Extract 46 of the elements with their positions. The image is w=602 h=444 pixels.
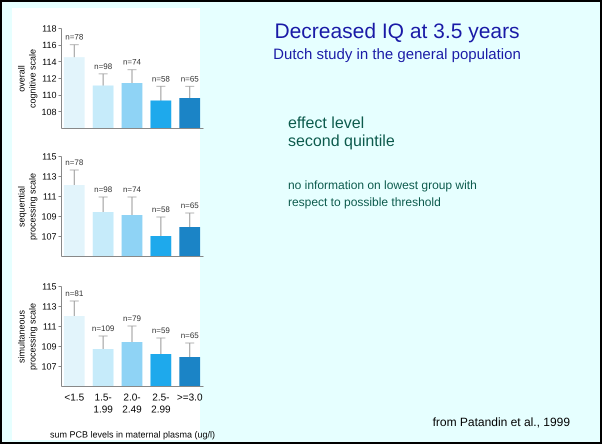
y-tick-label: 107 xyxy=(41,232,56,242)
annotation: n=58 xyxy=(152,74,170,84)
text: no information on lowest group with respect to possible threshold xyxy=(288,177,478,211)
annotation: n=81 xyxy=(65,289,84,298)
y-tick-label: 118 xyxy=(42,24,56,34)
y-tick-label: 109 xyxy=(41,212,56,222)
y-tick-label: 112 xyxy=(42,74,56,84)
annotation: n=78 xyxy=(65,158,84,167)
y-tick-label: 107 xyxy=(41,362,56,372)
annotation: n=109 xyxy=(92,324,115,333)
y-axis-title: sequential processing scale xyxy=(16,172,38,240)
y-axis-title: simultaneous processing scale xyxy=(16,302,38,370)
y-tick-label: 113 xyxy=(42,172,56,182)
y-tick-label: 114 xyxy=(42,56,56,67)
text: second quintile xyxy=(288,133,396,151)
y-tick-label: 111 xyxy=(42,322,56,332)
y-tick-label: 113 xyxy=(42,302,56,312)
annotation: n=98 xyxy=(94,185,113,194)
annotation: n=74 xyxy=(122,185,142,194)
x-tick-label: 2.5-2.99 xyxy=(151,392,172,416)
y-tick-label: 111 xyxy=(42,192,56,202)
x-tick-label: 2.0-2.49 xyxy=(122,392,142,416)
annotation: n=74 xyxy=(122,58,142,67)
x-tick-label: 1.5-1.99 xyxy=(93,392,114,416)
annotation: n=65 xyxy=(180,331,200,340)
y-tick-label: 116 xyxy=(42,40,56,50)
y-tick-label: 115 xyxy=(42,282,56,292)
x-tick-label: <1.5 xyxy=(64,392,85,404)
y-tick-label: 115 xyxy=(42,152,56,162)
text: Decreased IQ at 3.5 years xyxy=(273,20,521,44)
x-tick-label: >=3.0 xyxy=(176,392,203,404)
text: effect level xyxy=(288,115,366,133)
y-tick-label: 108 xyxy=(41,106,56,117)
y-tick-label: 109 xyxy=(41,342,56,352)
annotation: n=59 xyxy=(152,326,170,335)
annotation: n=78 xyxy=(65,32,84,42)
y-axis-title: overall cognitive scale xyxy=(16,48,38,108)
x-axis-title: sum PCB levels in maternal plasma (ug/l) xyxy=(50,430,216,440)
annotation: n=65 xyxy=(180,201,200,210)
text: from Patandin et al., 1999 xyxy=(432,415,570,429)
text: Dutch study in the general population xyxy=(272,46,522,63)
annotation: n=65 xyxy=(180,74,200,84)
annotation: n=98 xyxy=(94,62,113,71)
annotation: n=58 xyxy=(152,205,170,214)
annotation: n=79 xyxy=(122,314,142,323)
y-tick-label: 110 xyxy=(42,90,56,100)
